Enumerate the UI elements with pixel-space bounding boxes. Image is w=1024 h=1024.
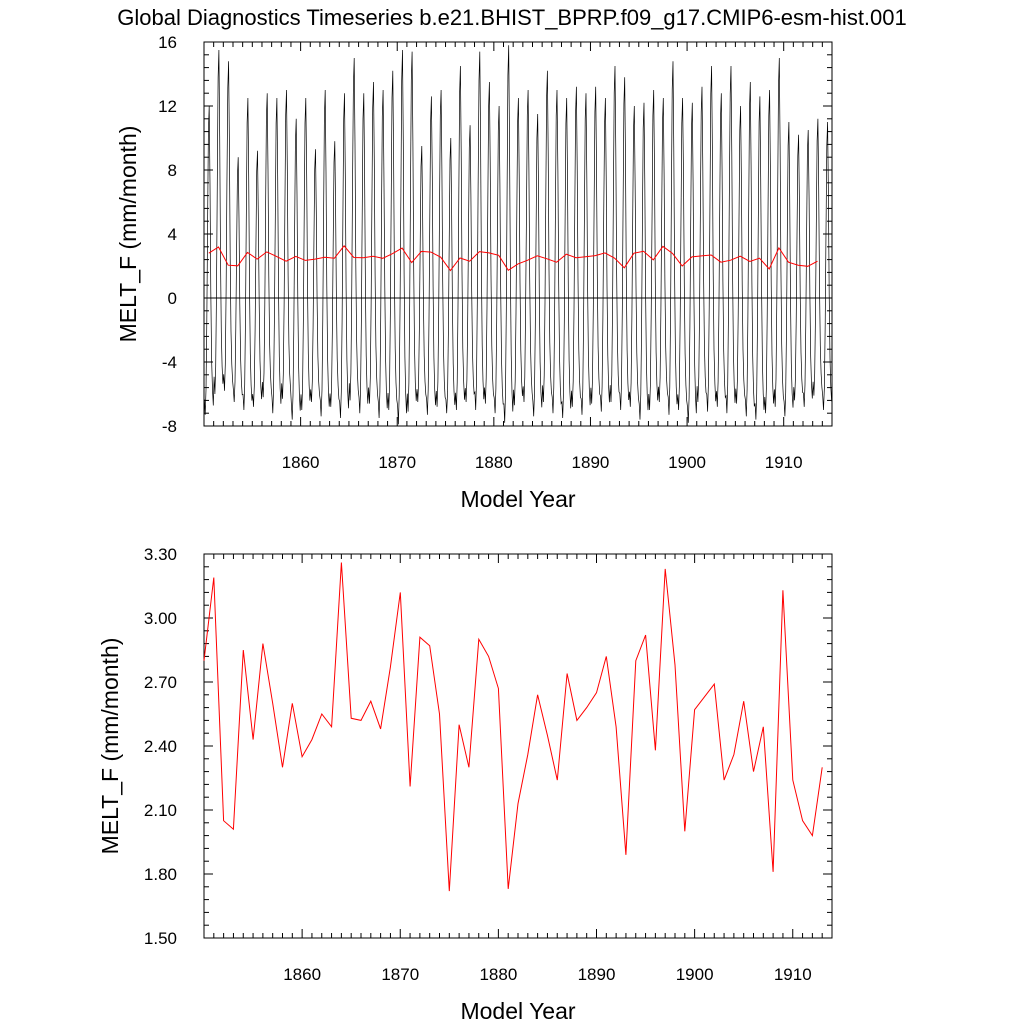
x-tick-label-1: 1860 xyxy=(282,453,320,472)
figure-title: Global Diagnostics Timeseries b.e21.BHIS… xyxy=(117,5,907,30)
y-tick-label-2: 1.80 xyxy=(144,865,177,884)
y-tick-label-1: 16 xyxy=(158,33,177,52)
y-tick-label-1: 4 xyxy=(168,225,177,244)
x-tick-label-2: 1910 xyxy=(774,965,812,984)
x-tick-label-2: 1900 xyxy=(676,965,714,984)
y-tick-label-2: 2.10 xyxy=(144,801,177,820)
x-tick-label-1: 1870 xyxy=(378,453,416,472)
y-tick-label-2: 3.00 xyxy=(144,609,177,628)
timeseries-panel-monthly: 1860 1870 1880 1890 1900 1910 -8 -4 0 4 8 12 16 Model… xyxy=(115,33,833,512)
x-tick-label-2: 1880 xyxy=(479,965,517,984)
y-axis-title-2: MELT_F (mm/month) xyxy=(97,638,123,855)
x-tick-label-1: 1910 xyxy=(765,453,803,472)
monthly-series-line xyxy=(204,45,832,425)
y-tick-label-2: 3.30 xyxy=(144,545,177,564)
timeseries-panel-annual: 1860 1870 1880 1890 1900 1910 1.50 1.80 2.10 2.40… xyxy=(97,545,833,1024)
x-tick-label-1: 1890 xyxy=(572,453,610,472)
y-tick-label-1: -8 xyxy=(162,417,177,436)
y-tick-label-2: 1.50 xyxy=(144,929,177,948)
y-tick-label-1: 12 xyxy=(158,97,177,116)
x-tick-label-2: 1890 xyxy=(578,965,616,984)
y-tick-label-2: 2.70 xyxy=(144,673,177,692)
y-axis-title-1: MELT_F (mm/month) xyxy=(115,126,141,343)
x-tick-label-1: 1900 xyxy=(668,453,706,472)
x-axis-title-2: Model Year xyxy=(460,998,575,1024)
x-tick-label-2: 1860 xyxy=(283,965,321,984)
x-tick-label-1: 1880 xyxy=(475,453,513,472)
x-axis-title-1: Model Year xyxy=(460,486,575,512)
annual-mean-series-line xyxy=(203,562,823,892)
y-tick-label-2: 2.40 xyxy=(144,737,177,756)
x-tick-label-2: 1870 xyxy=(381,965,419,984)
y-tick-label-1: 8 xyxy=(168,161,177,180)
y-tick-label-1: -4 xyxy=(162,353,177,372)
plot-frame-2 xyxy=(203,553,833,939)
y-tick-label-1: 0 xyxy=(168,289,177,308)
annual-mean-series-line xyxy=(208,245,818,272)
